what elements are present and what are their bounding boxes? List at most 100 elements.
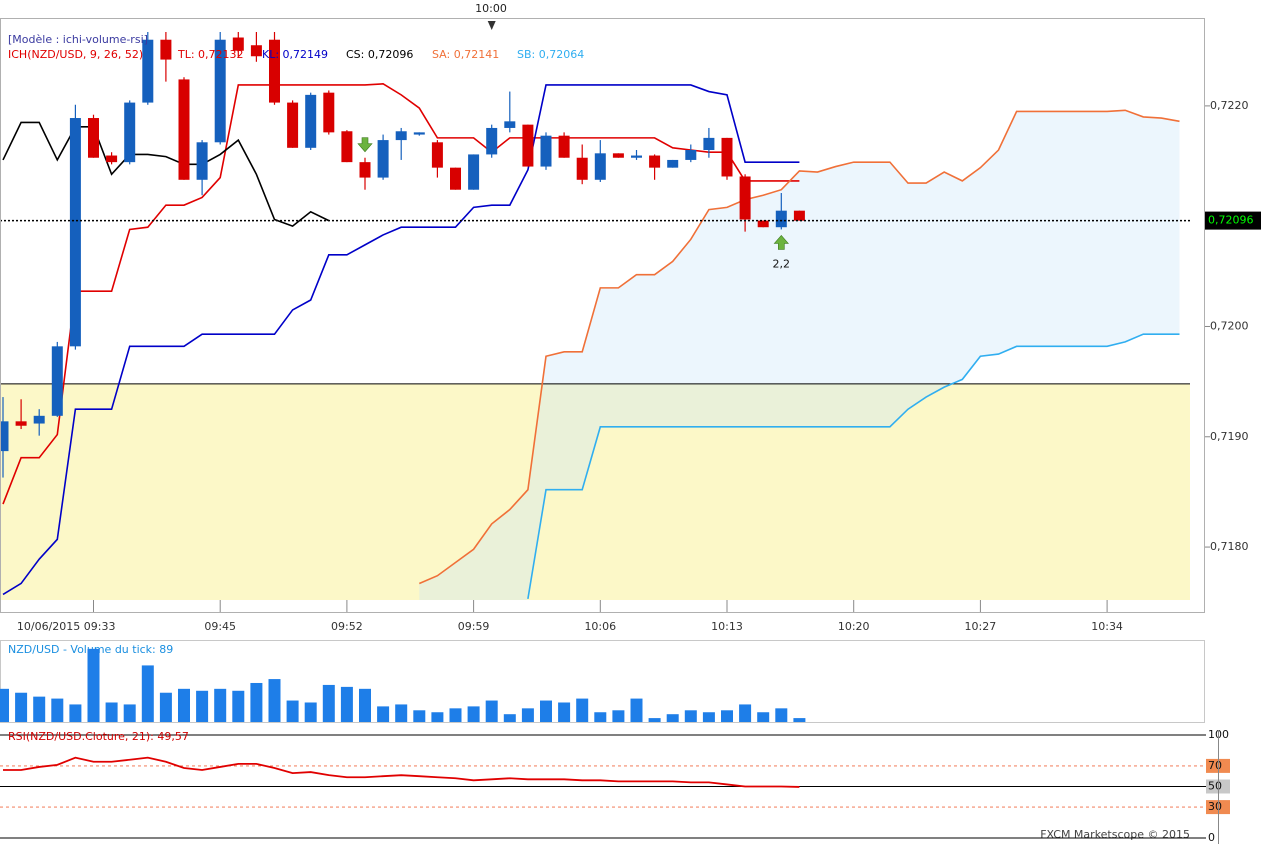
volume-bar [666,714,679,722]
volume-bar [214,688,227,722]
candle-body [468,154,480,190]
rsi-tick-label: 30 [1208,800,1222,813]
volume-bar [612,710,625,722]
candle-body [51,346,63,416]
cloud [419,110,1180,600]
candle-body [739,176,751,220]
volume-bar [105,702,118,722]
candle-body [69,118,81,347]
candle-body [486,127,498,155]
candle-body [504,121,516,128]
legend-entry: KL: 0,72149 [262,48,328,61]
candle-body [323,92,335,133]
signal-label: 2,2 [773,257,791,270]
x-tick-label: 10:13 [711,620,743,633]
candle-body [594,153,606,180]
volume-bar [159,692,172,722]
volume-bar [594,712,607,722]
volume-bar [739,704,752,722]
candle-body [540,135,552,167]
price-pane-border [0,18,1205,613]
y-tick-label: 0,7220 [1210,99,1249,112]
y-tick-label: 0,7190 [1210,430,1249,443]
rsi-title: RSI(NZD/USD.Cloture, 21): 49,57 [8,730,189,743]
volume-bar [359,688,371,722]
x-tick-label: 09:45 [204,620,236,633]
indicator-line [2,121,330,228]
candle-body [341,131,353,163]
indicator-line [418,109,1180,585]
volume-pane-border [0,640,1205,723]
x-tick-label: 10:34 [1091,620,1123,633]
x-tick-label: 10:20 [838,620,870,633]
candle-body [88,118,99,158]
legend-entry: SA: 0,72141 [432,48,499,61]
indicator-line [2,83,800,505]
volume-bar [377,706,390,722]
volume-bar [15,692,28,722]
signal-arrow [773,234,789,250]
volume-bar [648,718,661,722]
volume-bar [449,708,462,722]
overlay: 0,72096 2,2 [Modèle : ichi-volume-rsi] ICH(… [0,33,1261,270]
current-price-box [1205,211,1261,230]
volume-bar [702,712,715,722]
candle-body [721,137,733,177]
signal-arrow [357,137,373,153]
candle-body [214,39,226,143]
rsi-line [3,756,800,788]
volume-bar [87,648,100,722]
candle-body [287,102,299,148]
candle-body [250,45,262,57]
y-tick-label: 0,7180 [1210,540,1249,553]
volume-bar [123,704,136,722]
candle-body [793,210,805,221]
candle-body [558,135,570,158]
current-price-label: 0,72096 [1208,214,1254,227]
candle-body [15,421,27,426]
x-tick-label: 10/06/2015 09:33 [17,620,116,633]
volume-bar [232,690,245,722]
volume-bar [630,698,643,722]
candle-body [106,155,118,163]
volume-bar [413,710,426,722]
legend-entry: TL: 0,72132 [177,48,244,61]
volume-bar [178,688,190,722]
level-zone [0,383,1190,600]
volume-bar [250,682,263,722]
model-label: [Modèle : ichi-volume-rsi] [8,33,148,46]
candle-body [450,167,461,190]
volume-bar [521,708,534,722]
volume-bar [0,688,9,722]
candle-body [631,155,642,158]
candle-body [757,220,769,228]
candle-body [413,132,425,135]
candle-body [377,140,389,178]
legend-entry: SB: 0,72064 [517,48,584,61]
candle-body [667,159,679,168]
rsi-tick-label: 0 [1208,831,1215,844]
candle-body [576,157,588,180]
candle-body [612,153,624,158]
candle-body [0,421,9,452]
volume-bar [268,679,281,722]
x-tick-label: 09:52 [331,620,363,633]
volume-bar [33,696,46,722]
volume-bar [540,700,552,722]
candle-body [703,137,715,151]
rsi-tick-label: 70 [1208,759,1222,772]
volume-bar [558,702,571,722]
candle-body [269,39,280,103]
x-tick-label: 09:59 [458,620,490,633]
candle-body [196,142,208,180]
volume-bar [757,712,770,722]
y-tick-label: 0,7200 [1210,319,1249,332]
volume-bar [576,698,589,722]
volume-bar [467,706,480,722]
price-pane [0,32,1190,600]
candle-body [160,39,172,60]
candle-body [124,102,136,163]
volume-bar [793,718,806,722]
